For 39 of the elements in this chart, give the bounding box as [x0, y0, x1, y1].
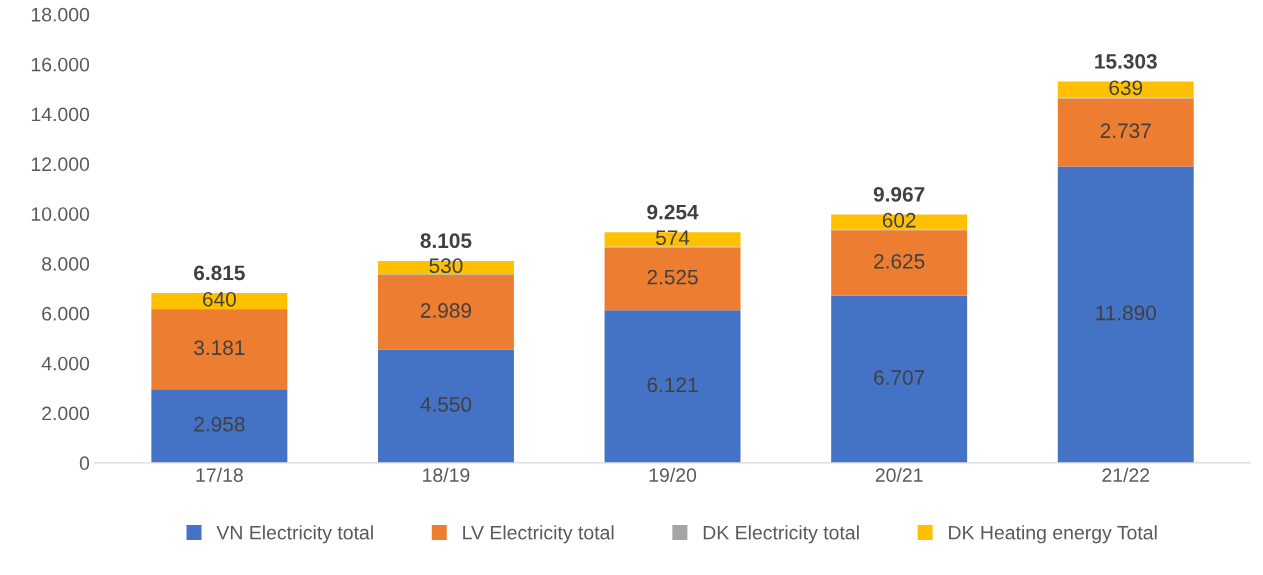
data-label: 2.958	[194, 416, 245, 432]
legend-label: DK Heating energy Total	[949, 525, 1157, 544]
y-tick-label: 18.000	[31, 7, 90, 22]
y-tick-label: 4.000	[41, 356, 90, 371]
total-label: 8.105	[420, 233, 472, 249]
y-tick-label: 14.000	[31, 107, 90, 122]
data-label: 2.525	[647, 269, 698, 285]
y-tick-label: 12.000	[31, 157, 90, 172]
total-label: 9.967	[873, 186, 925, 202]
x-tick-label: 20/21	[875, 467, 923, 483]
data-label: 2.625	[874, 253, 925, 269]
data-label: 530	[429, 258, 463, 274]
y-tick-label: 6.000	[42, 306, 90, 321]
legend-label: DK Electricity total	[703, 525, 859, 544]
legend-label: LV Electricity total	[463, 525, 614, 544]
data-label: 2.737	[1100, 123, 1151, 139]
total-label: 15.303	[1095, 53, 1157, 69]
legend-label: VN Electricity total	[216, 525, 373, 544]
total-label: 6.815	[194, 265, 245, 281]
x-tick-label: 17/18	[196, 467, 243, 483]
data-label: 574	[656, 230, 690, 246]
data-label: 4.550	[420, 397, 472, 412]
x-tick-label: 19/20	[649, 467, 697, 483]
x-tick-label: 21/22	[1102, 467, 1150, 483]
y-tick-label: 2.000	[42, 406, 90, 421]
data-label: 2.989	[420, 303, 472, 318]
data-label: 6.707	[874, 370, 925, 385]
data-label: 6.121	[647, 377, 698, 393]
y-tick-label: 10.000	[31, 207, 90, 221]
data-label: 11.890	[1096, 305, 1157, 321]
data-label: 640	[203, 291, 236, 307]
data-label: 602	[882, 212, 916, 228]
data-label: 3.181	[194, 340, 245, 356]
total-label: 9.254	[647, 204, 699, 220]
y-tick-label: 0	[79, 456, 90, 471]
y-tick-label: 16.000	[31, 57, 90, 72]
data-label: 639	[1109, 80, 1143, 96]
x-tick-label: 18/19	[423, 467, 470, 483]
y-tick-label: 8.000	[42, 257, 90, 271]
